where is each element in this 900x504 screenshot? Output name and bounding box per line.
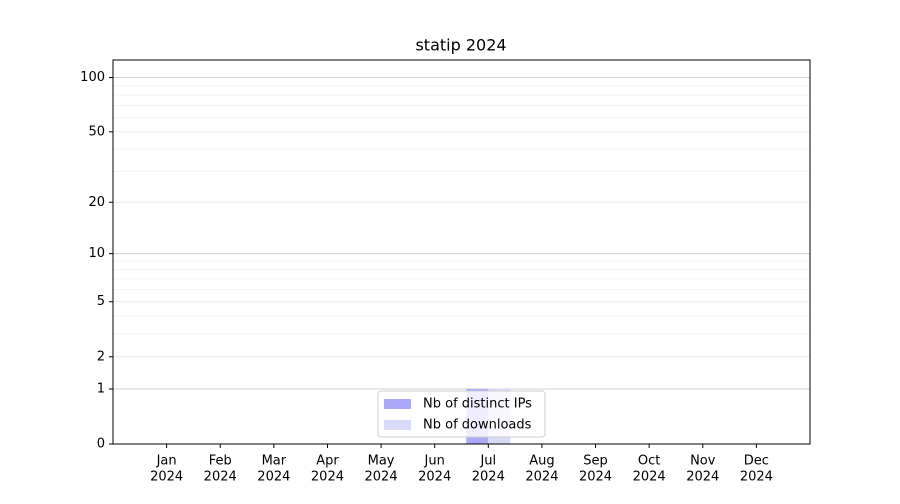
x-tick-label: 2024: [633, 470, 666, 485]
legend-swatch: [384, 420, 411, 430]
x-tick-label: Sep: [583, 454, 608, 469]
y-tick-label: 10: [88, 246, 105, 261]
x-tick-label: 2024: [150, 470, 183, 485]
x-tick-label: Apr: [316, 454, 339, 469]
y-tick-label: 1: [97, 381, 105, 396]
x-tick-label: Jul: [479, 454, 496, 469]
x-tick-label: 2024: [204, 470, 237, 485]
x-tick-label: 2024: [257, 470, 290, 485]
y-tick-label: 2: [97, 349, 105, 364]
x-tick-label: Mar: [262, 454, 287, 469]
legend-frame: [377, 390, 546, 438]
plot-frame: [112, 59, 811, 445]
x-tick-label: 2024: [740, 470, 773, 485]
legend-swatch: [384, 399, 411, 409]
x-tick-label: Nov: [690, 454, 716, 469]
x-tick-label: 2024: [686, 470, 719, 485]
x-tick-label: Jan: [156, 454, 177, 469]
x-tick-label: May: [368, 454, 395, 469]
x-tick-label: Dec: [744, 454, 769, 469]
x-tick-label: Feb: [209, 454, 232, 469]
legend-label: Nb of distinct IPs: [423, 397, 532, 412]
x-tick-label: 2024: [418, 470, 451, 485]
x-tick-label: Jun: [424, 454, 445, 469]
y-tick-label: 5: [97, 294, 105, 309]
x-tick-label: 2024: [472, 470, 505, 485]
legend: Nb of distinct IPs Nb of downloads: [377, 390, 546, 438]
y-tick-label: 0: [97, 437, 105, 452]
x-tick-label: Aug: [529, 454, 554, 469]
y-tick-label: 50: [88, 124, 105, 139]
legend-label: Nb of downloads: [423, 418, 532, 433]
y-tick-label: 20: [88, 195, 105, 210]
x-tick-label: 2024: [525, 470, 558, 485]
x-tick-label: 2024: [365, 470, 398, 485]
x-tick-label: 2024: [311, 470, 344, 485]
chart-title: statip 2024: [415, 36, 506, 55]
x-tick-label: Oct: [638, 454, 660, 469]
x-tick-label: 2024: [579, 470, 612, 485]
y-tick-label: 100: [80, 70, 105, 85]
